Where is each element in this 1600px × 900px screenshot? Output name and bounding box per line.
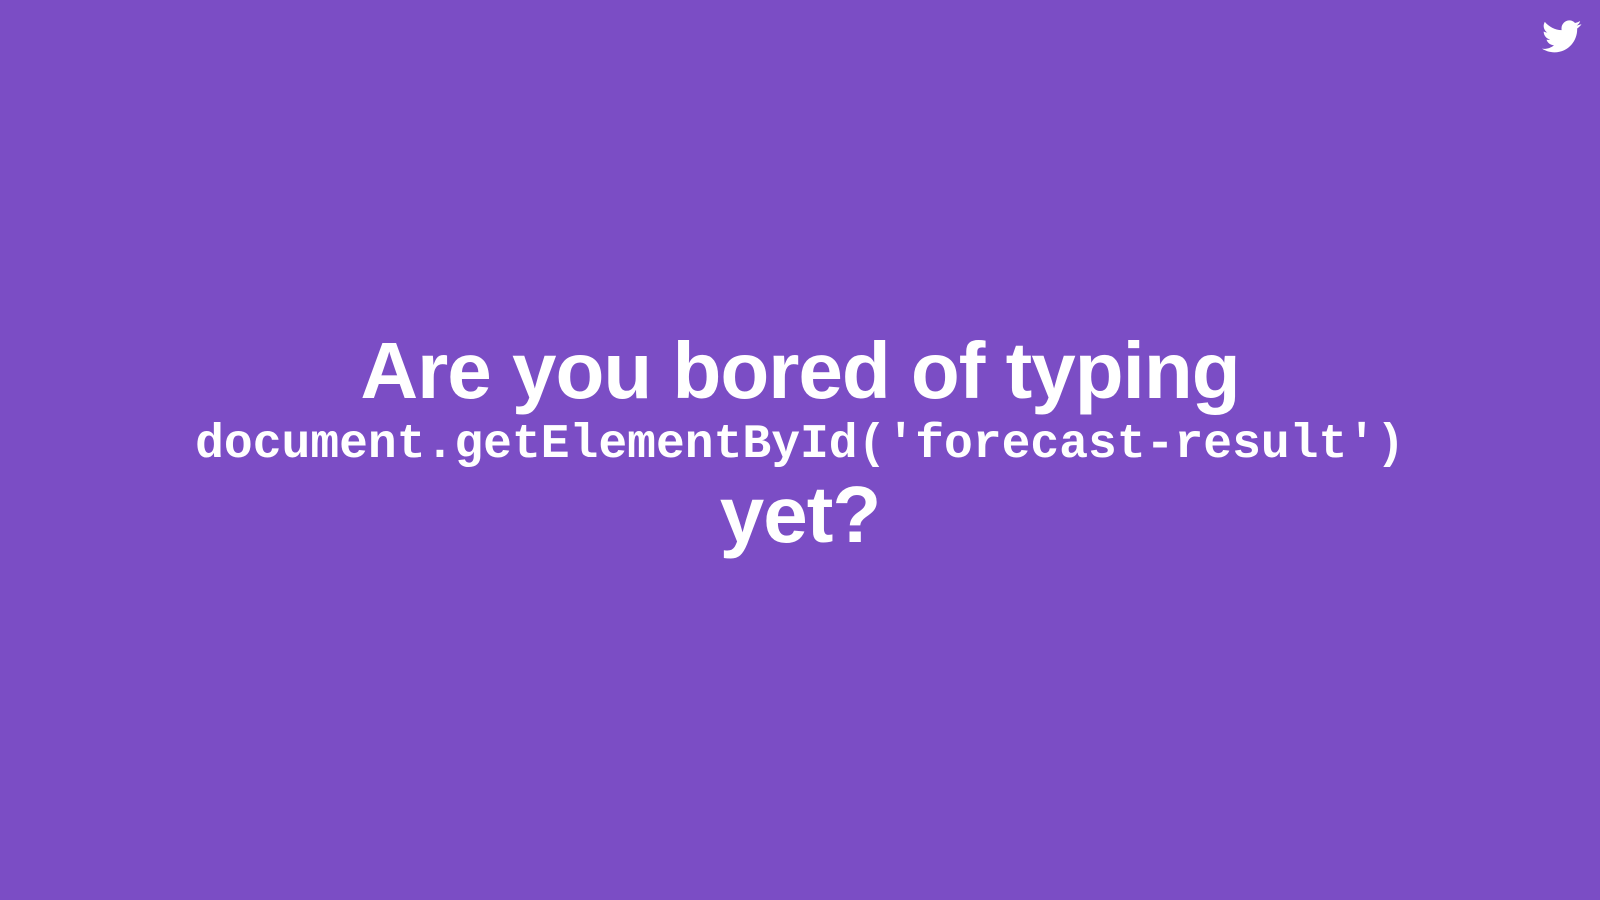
heading-line-1: Are you bored of typing: [360, 326, 1240, 415]
slide-content: Are you bored of typing document.getElem…: [0, 328, 1600, 558]
twitter-icon[interactable]: [1542, 20, 1582, 54]
code-snippet: document.getElementById('forecast-result…: [195, 418, 1405, 472]
heading-line-3: yet?: [719, 470, 882, 559]
